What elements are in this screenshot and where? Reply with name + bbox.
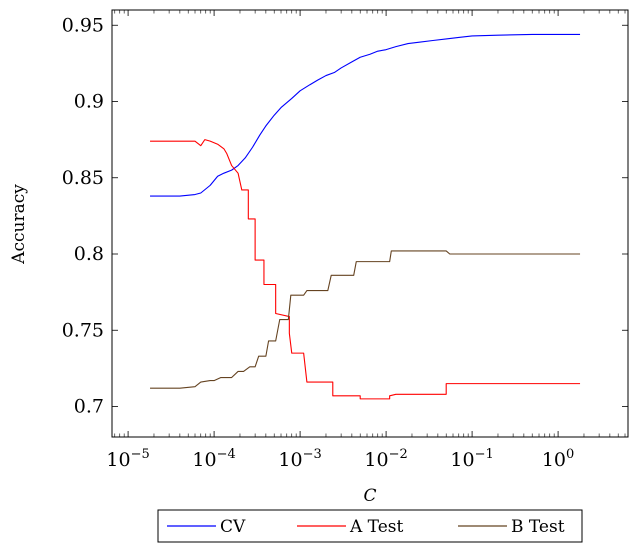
series-lines [150, 33, 581, 400]
x-axis-label: C [363, 486, 376, 506]
series-line-a-test [150, 139, 581, 400]
legend-label-b-test: B Test [511, 517, 565, 537]
y-tick-label: 0.8 [74, 243, 104, 265]
x-tick-label: 10−1 [450, 447, 493, 471]
axis-ticks [112, 10, 628, 437]
series-line-cv [150, 33, 581, 197]
y-tick-label: 0.9 [74, 91, 104, 113]
legend-label-a-test: A Test [349, 517, 403, 537]
x-tick-label: 10−4 [192, 447, 235, 471]
x-tick-label: 10−3 [278, 447, 321, 471]
y-axis-label: Accuracy [9, 184, 29, 265]
x-tick-label: 100 [542, 447, 574, 471]
y-tick-label: 0.7 [74, 396, 104, 418]
y-tick-label: 0.85 [62, 167, 104, 189]
x-tick-label: 10−2 [364, 447, 407, 471]
y-tick-label: 0.75 [62, 319, 104, 341]
legend-box [157, 509, 583, 543]
series-line-b-test [150, 250, 581, 389]
x-tick-label: 10−5 [106, 447, 149, 471]
y-tick-label: 0.95 [62, 14, 104, 36]
plot-frame [111, 9, 629, 438]
tick-labels: 0.7 0.75 0.8 0.85 0.9 0.95 10−5 10−4 10−3 10−2 10−… [62, 14, 575, 471]
legend-label-cv: CV [220, 517, 246, 537]
legend: CV A Test B Test [157, 509, 583, 543]
